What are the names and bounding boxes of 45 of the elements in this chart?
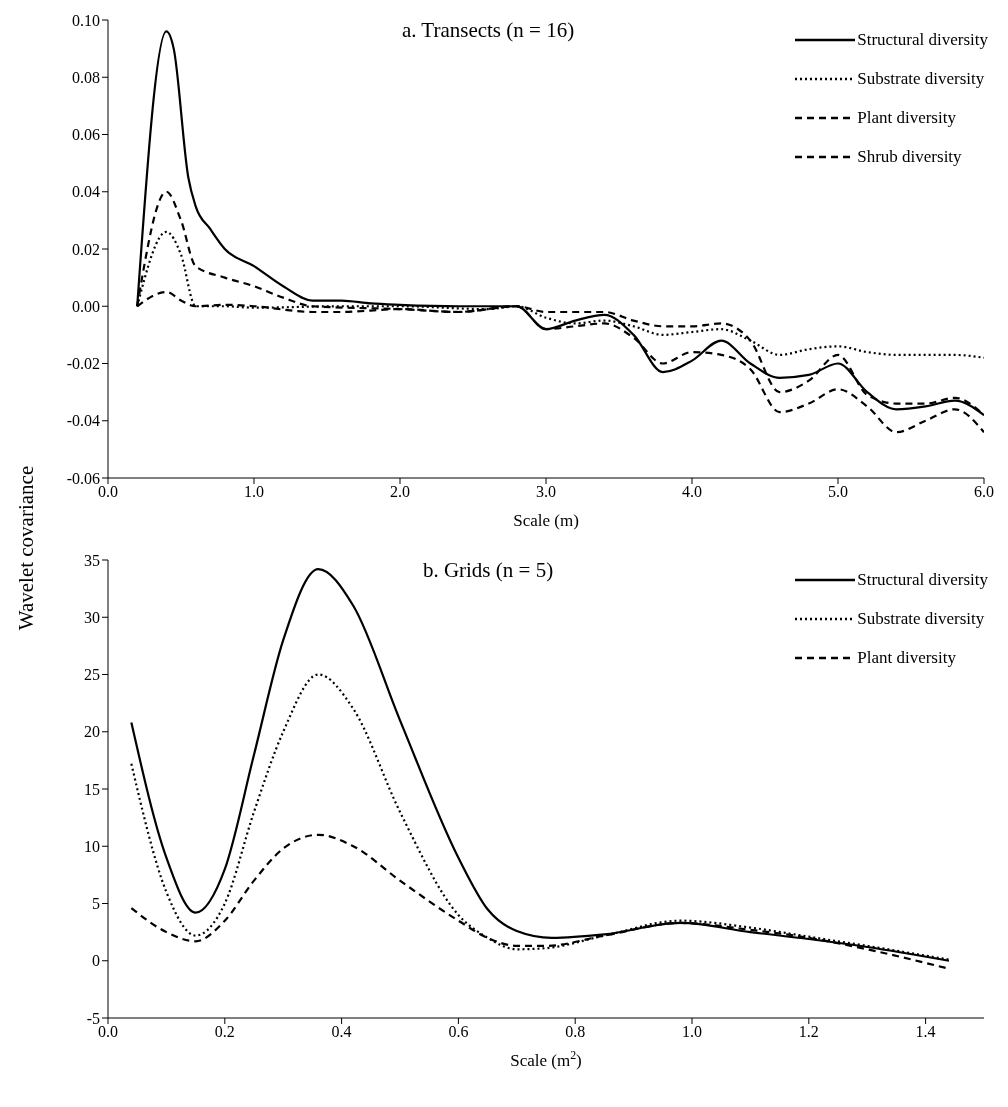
y-tick-label: 0.08 bbox=[72, 68, 100, 86]
legend-label: Plant diversity bbox=[857, 647, 956, 668]
legend-label: Plant diversity bbox=[857, 107, 956, 128]
y-tick-label: 15 bbox=[84, 780, 100, 798]
y-tick-label: 0.10 bbox=[72, 11, 100, 29]
y-tick-label: -0.04 bbox=[66, 412, 100, 430]
y-tick-label: -0.06 bbox=[66, 469, 100, 487]
x-tick-label: 1.4 bbox=[915, 1023, 936, 1041]
y-tick-label: 0 bbox=[92, 952, 100, 970]
x-tick-label: 0.6 bbox=[448, 1023, 469, 1041]
y-tick-label: 35 bbox=[84, 551, 100, 569]
x-tick-label: 1.2 bbox=[798, 1023, 819, 1041]
y-tick-label: 30 bbox=[84, 608, 100, 626]
legend-label: Structural diversity bbox=[857, 569, 988, 590]
legend-label: Substrate diversity bbox=[857, 68, 985, 89]
x-tick-label: 4.0 bbox=[682, 483, 702, 501]
legend-label: Shrub diversity bbox=[857, 146, 962, 167]
x-tick-label: 1.0 bbox=[682, 1023, 702, 1041]
x-tick-label: 1.0 bbox=[244, 483, 264, 501]
y-tick-label: 10 bbox=[84, 837, 100, 855]
y-tick-label: 0.00 bbox=[72, 297, 100, 315]
x-tick-label: 0.0 bbox=[98, 1023, 118, 1041]
x-tick-label: 0.4 bbox=[331, 1023, 352, 1041]
chart-title: a. Transects (n = 16) bbox=[401, 18, 575, 43]
x-tick-label: 3.0 bbox=[536, 483, 556, 501]
y-tick-label: 0.06 bbox=[72, 126, 100, 144]
x-tick-label: 5.0 bbox=[828, 483, 848, 501]
y-tick-label: -5 bbox=[86, 1009, 100, 1027]
y-tick-label: 0.02 bbox=[72, 240, 100, 258]
x-tick-label: 0.2 bbox=[214, 1023, 235, 1041]
x-axis-title: Scale (m$^{2}$) bbox=[510, 1048, 582, 1070]
x-axis-title: Scale (m) bbox=[513, 511, 579, 530]
chart-title: b. Grids (n = 5) bbox=[422, 558, 554, 583]
legend-label: Substrate diversity bbox=[857, 608, 985, 629]
y-tick-label: 0.04 bbox=[72, 183, 100, 201]
y-tick-label: 25 bbox=[84, 666, 100, 684]
x-tick-label: 0.0 bbox=[98, 483, 118, 501]
x-tick-label: 0.8 bbox=[565, 1023, 586, 1041]
y-tick-label: 20 bbox=[84, 723, 100, 741]
x-tick-label: 2.0 bbox=[390, 483, 410, 501]
legend-label: Structural diversity bbox=[857, 29, 988, 50]
y-tick-label: 5 bbox=[92, 895, 100, 913]
x-tick-label: 6.0 bbox=[974, 483, 994, 501]
y-axis-title: Wavelet covariance bbox=[13, 465, 39, 631]
y-tick-label: -0.02 bbox=[66, 355, 100, 373]
